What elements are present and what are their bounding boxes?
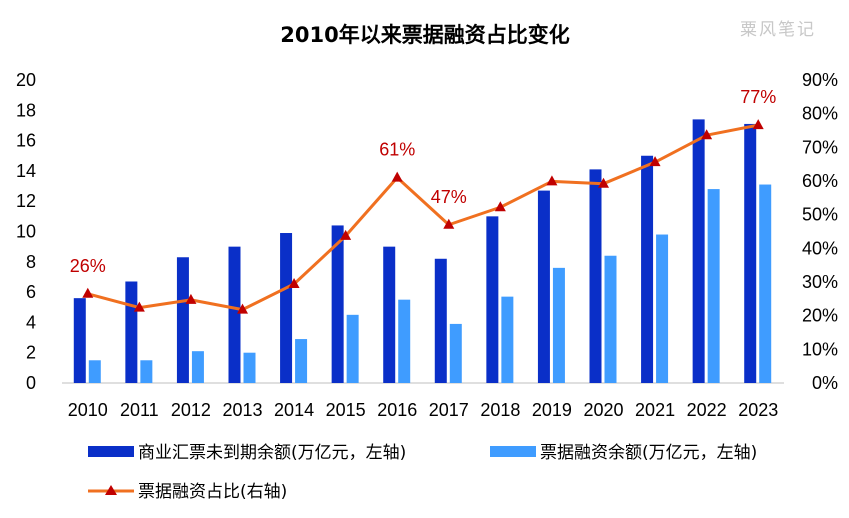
line-marker <box>443 218 455 229</box>
bar-series-1 <box>537 190 550 383</box>
line-marker <box>752 119 764 130</box>
line-marker <box>288 278 300 289</box>
line-marker <box>546 175 558 186</box>
data-label-annotation: 61% <box>379 140 415 160</box>
bar-series-2 <box>449 323 462 383</box>
data-label-annotation: 77% <box>740 87 776 107</box>
data-label-annotation: 26% <box>70 256 106 276</box>
bar-series-1 <box>744 123 757 383</box>
bar-series-1 <box>383 246 396 383</box>
x-axis: 2010 2011 2012 2013 2014 2015 2016 2017 2018 2019… <box>68 400 778 420</box>
left-tick-label: 10 <box>16 222 36 242</box>
bar-series-1 <box>125 281 138 383</box>
bar-series-1 <box>486 216 499 383</box>
line-marker <box>598 177 609 188</box>
left-axis: 0 2 4 6 8 10 12 14 16 18 20 <box>16 70 36 393</box>
x-tick-label: 2021 <box>635 400 675 420</box>
legend-label-series-3: 票据融资占比(右轴) <box>138 482 287 502</box>
line-marker <box>185 293 197 304</box>
bar-series-1 <box>434 258 447 383</box>
line-marker <box>391 171 403 182</box>
x-tick-label: 2019 <box>532 400 572 420</box>
bar-series-1 <box>331 225 344 383</box>
line-marker <box>82 287 94 298</box>
x-tick-label: 2011 <box>120 400 159 420</box>
bar-series-2 <box>346 314 359 383</box>
x-tick-label: 2016 <box>377 400 417 420</box>
bar-series-2 <box>295 339 308 383</box>
line-marker <box>133 301 145 312</box>
legend: 商业汇票未到期余额(万亿元，左轴) 票据融资余额(万亿元，左轴) 票据融资占比(… <box>88 443 757 502</box>
line-series-3 <box>87 123 759 312</box>
right-tick-label: 30% <box>802 272 838 292</box>
right-tick-label: 40% <box>802 238 838 258</box>
x-tick-label: 2012 <box>171 400 211 420</box>
bar-series-2 <box>88 360 101 383</box>
bar-series-2 <box>501 296 514 383</box>
bar-series-1 <box>228 246 241 383</box>
left-tick-label: 8 <box>26 252 36 272</box>
legend-swatch-series-2 <box>490 446 536 457</box>
annotations-group: 26% 61% 47% 77% <box>70 87 776 276</box>
line-series-group <box>82 119 764 314</box>
bar-series-2 <box>759 184 772 383</box>
right-tick-label: 60% <box>802 171 838 191</box>
bar-series-1 <box>280 233 293 383</box>
bar-series-2 <box>140 360 153 383</box>
right-tick-label: 70% <box>802 137 838 157</box>
x-tick-label: 2010 <box>68 400 108 420</box>
bar-series-2 <box>243 352 256 383</box>
right-tick-label: 80% <box>802 104 838 124</box>
right-tick-label: 90% <box>802 70 838 90</box>
left-tick-label: 12 <box>16 191 36 211</box>
bars-group <box>73 119 772 383</box>
bar-series-2 <box>398 299 411 383</box>
legend-label-series-2: 票据融资余额(万亿元，左轴) <box>540 443 757 463</box>
right-tick-label: 50% <box>802 205 838 225</box>
x-tick-label: 2014 <box>274 400 314 420</box>
line-marker <box>237 303 248 314</box>
legend-swatch-series-1 <box>88 446 134 457</box>
right-axis: 0% 10% 20% 30% 40% 50% 60% 70% 80% 90% <box>802 70 838 393</box>
left-tick-label: 2 <box>26 343 36 363</box>
left-tick-label: 0 <box>26 373 36 393</box>
line-marker <box>649 156 661 167</box>
right-tick-label: 0% <box>812 373 838 393</box>
right-tick-label: 10% <box>802 339 838 359</box>
bar-series-2 <box>191 351 204 383</box>
line-marker <box>494 201 506 212</box>
left-tick-label: 16 <box>16 131 36 151</box>
left-tick-label: 20 <box>16 70 36 90</box>
x-tick-label: 2020 <box>583 400 623 420</box>
x-tick-label: 2017 <box>429 400 469 420</box>
x-tick-label: 2015 <box>326 400 366 420</box>
data-label-annotation: 47% <box>431 187 467 207</box>
left-tick-label: 6 <box>26 282 36 302</box>
bar-series-1 <box>176 257 189 383</box>
bar-series-2 <box>656 234 669 383</box>
bar-series-2 <box>604 255 617 383</box>
bar-series-1 <box>73 298 86 383</box>
left-tick-label: 4 <box>26 312 36 332</box>
legend-marker-series-3 <box>105 485 117 495</box>
x-tick-label: 2013 <box>222 400 262 420</box>
right-tick-label: 20% <box>802 306 838 326</box>
bar-series-2 <box>707 189 720 383</box>
left-tick-label: 18 <box>16 100 36 120</box>
bar-series-1 <box>641 155 654 383</box>
bar-series-2 <box>552 267 565 383</box>
x-tick-label: 2022 <box>687 400 727 420</box>
x-tick-label: 2018 <box>480 400 520 420</box>
bar-series-1 <box>692 119 705 383</box>
legend-label-series-1: 商业汇票未到期余额(万亿元，左轴) <box>138 443 406 463</box>
left-tick-label: 14 <box>16 161 36 181</box>
line-marker <box>701 129 713 140</box>
line-marker <box>340 229 352 240</box>
bar-series-1 <box>589 169 602 383</box>
watermark: 粟风笔记 <box>740 20 816 40</box>
chart-title: 2010年以来票据融资占比变化 <box>280 23 569 47</box>
x-tick-label: 2023 <box>738 400 778 420</box>
